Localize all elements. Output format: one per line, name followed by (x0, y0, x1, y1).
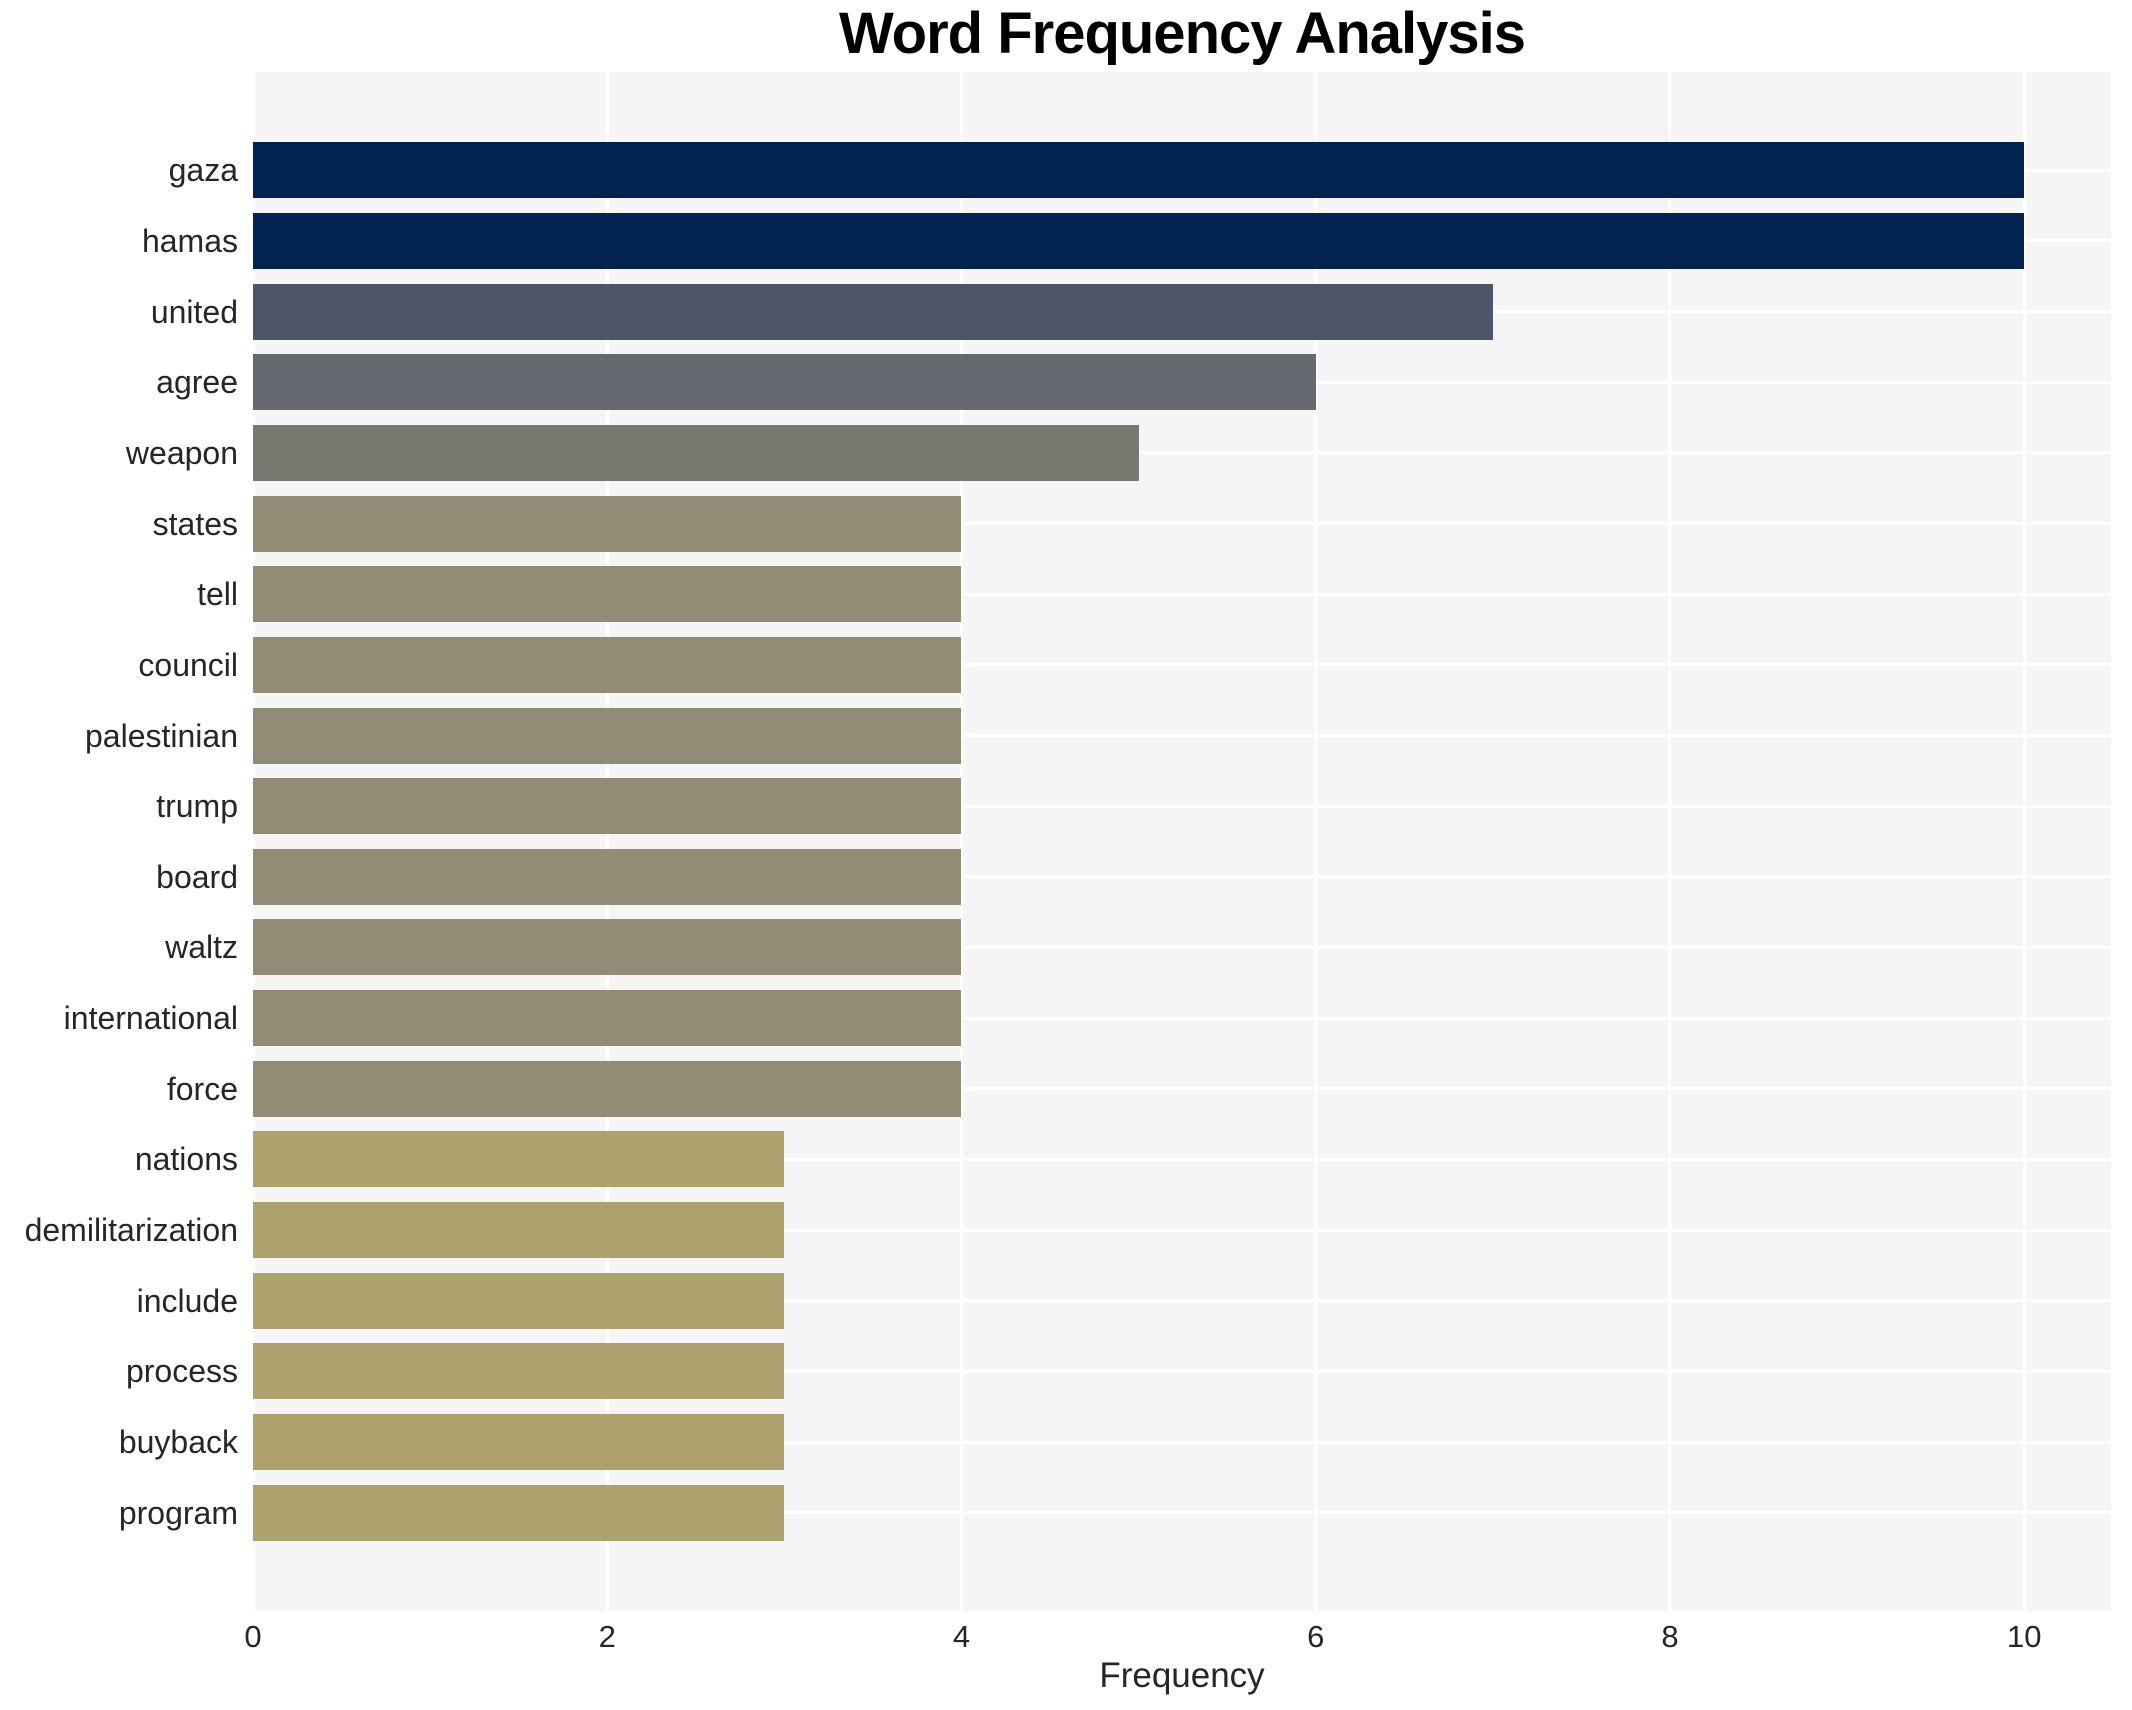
y-gridline (253, 1087, 2111, 1091)
y-tick-label-council: council (138, 646, 238, 683)
x-axis-title: Frequency (1099, 1656, 1265, 1695)
y-tick-label-palestinian: palestinian (85, 717, 238, 754)
bar-united (253, 283, 1493, 340)
y-gridline (253, 1157, 2111, 1161)
y-gridline (253, 522, 2111, 526)
bar-trump (253, 778, 962, 835)
chart-title: Word Frequency Analysis (838, 1, 1526, 66)
y-tick-label-demilitarization: demilitarization (24, 1212, 238, 1249)
y-tick-label-waltz: waltz (165, 929, 238, 966)
y-gridline (253, 945, 2111, 949)
y-gridline (253, 1511, 2111, 1515)
y-gridline (253, 1369, 2111, 1373)
y-tick-label-agree: agree (156, 364, 238, 401)
x-gridline (1668, 72, 1672, 1611)
y-tick-label-buyback: buyback (118, 1424, 238, 1461)
bar-council (253, 636, 962, 693)
y-gridline (253, 1299, 2111, 1303)
y-tick-label-board: board (156, 858, 238, 895)
y-gridline (253, 734, 2111, 738)
x-gridline (2022, 72, 2026, 1611)
bar-palestinian (253, 707, 962, 764)
y-tick-label-force: force (166, 1070, 238, 1107)
bar-include (253, 1272, 785, 1329)
bar-states (253, 495, 962, 552)
y-tick-label-united: united (150, 293, 238, 330)
y-tick-label-international: international (63, 1000, 238, 1037)
x-tick-label: 6 (1307, 1619, 1325, 1654)
y-gridline (253, 1228, 2111, 1232)
bar-waltz (253, 919, 962, 976)
y-tick-label-include: include (136, 1282, 238, 1319)
x-tick-label: 8 (1661, 1619, 1679, 1654)
x-tick-label: 4 (952, 1619, 971, 1654)
bar-board (253, 848, 962, 905)
y-tick-label-nations: nations (134, 1141, 238, 1178)
y-gridline (253, 592, 2111, 596)
bar-gaza (253, 142, 2025, 199)
y-gridline (253, 804, 2111, 808)
bar-buyback (253, 1414, 785, 1471)
y-tick-label-weapon: weapon (125, 434, 238, 471)
bar-hamas (253, 212, 2025, 269)
y-tick-label-trump: trump (156, 788, 238, 825)
x-gridline (251, 72, 255, 1611)
y-tick-label-states: states (152, 505, 238, 542)
bar-process (253, 1343, 785, 1400)
x-tick-label: 0 (244, 1619, 262, 1654)
x-gridline (959, 72, 963, 1611)
x-tick-label: 10 (2006, 1619, 2042, 1654)
x-gridline (1314, 72, 1318, 1611)
y-tick-label-hamas: hamas (141, 222, 238, 259)
y-tick-label-program: program (118, 1494, 238, 1531)
bar-international (253, 990, 962, 1047)
y-gridline (253, 1440, 2111, 1444)
bar-force (253, 1060, 962, 1117)
y-tick-label-process: process (125, 1353, 238, 1390)
bar-agree (253, 354, 1316, 411)
bar-nations (253, 1131, 785, 1188)
bar-program (253, 1484, 785, 1541)
bar-tell (253, 566, 962, 623)
x-tick-label: 2 (598, 1619, 616, 1654)
y-gridline (253, 1016, 2111, 1020)
y-tick-label-tell: tell (197, 576, 238, 613)
y-gridline (253, 451, 2111, 455)
y-gridline (253, 663, 2111, 667)
plot-area (251, 72, 2111, 1611)
y-tick-label-gaza: gaza (168, 152, 238, 189)
bar-demilitarization (253, 1202, 785, 1259)
y-gridline (253, 875, 2111, 879)
x-gridline (605, 72, 609, 1611)
bar-weapon (253, 424, 1139, 481)
